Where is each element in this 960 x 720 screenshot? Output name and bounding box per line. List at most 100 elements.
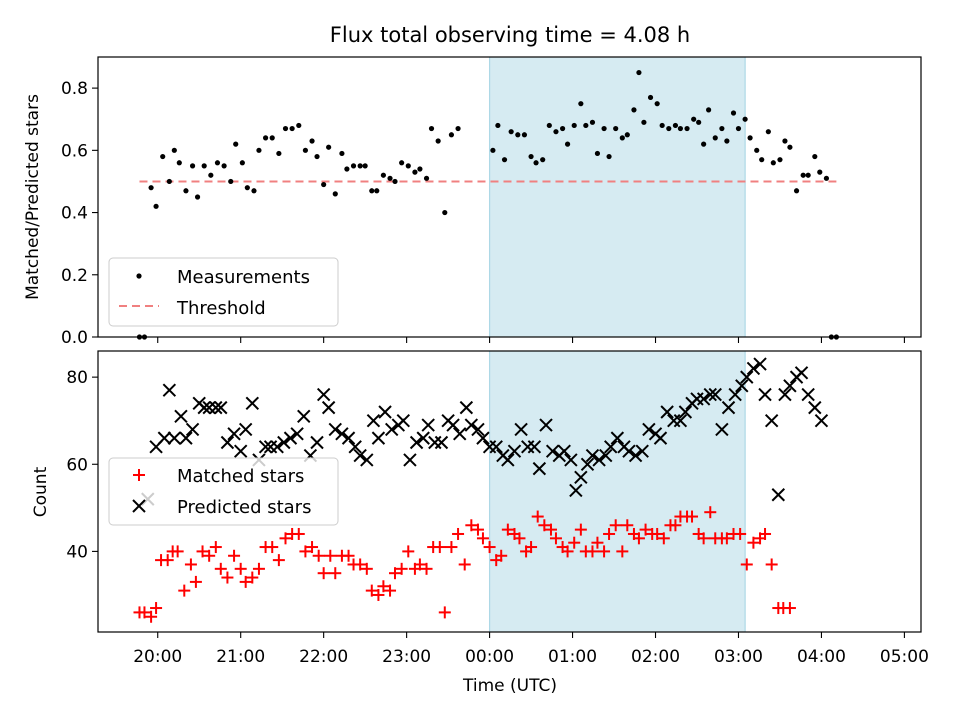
matched-star-point	[196, 545, 209, 558]
x-marker-stroke	[708, 387, 722, 402]
measurement-point	[515, 132, 521, 138]
predicted-star-point	[290, 427, 304, 441]
matched-star-point	[483, 541, 496, 554]
measurement-point	[765, 129, 771, 135]
x-marker-stroke	[610, 431, 625, 445]
matched-star-point	[171, 545, 184, 558]
x-marker-stroke	[532, 461, 547, 476]
x-marker-stroke	[599, 448, 613, 463]
matched-star-point	[783, 602, 796, 615]
predicted-star-point	[764, 413, 779, 428]
measurement-point	[208, 172, 214, 178]
measurement-point	[326, 144, 332, 150]
x-marker-stroke	[545, 444, 560, 458]
measurement-point	[428, 125, 435, 132]
measurement-point	[735, 125, 742, 132]
bottom-panel: 40 60 80 20:00 21:00 22:00 23:00 00:00 01:00 02:…	[31, 350, 929, 696]
predicted-star-point	[721, 400, 736, 415]
predicted-star-point	[209, 400, 223, 415]
measurement-point	[666, 125, 672, 132]
matched-star-point	[513, 532, 526, 545]
x-marker-stroke	[808, 400, 822, 415]
top-x-ticks	[157, 337, 905, 343]
matched-star-point	[531, 510, 544, 523]
predicted-star-point	[214, 400, 228, 415]
x-marker-stroke	[371, 431, 386, 445]
x-marker-stroke	[283, 431, 298, 445]
matched-star-point	[324, 549, 337, 562]
measurement-point	[276, 150, 282, 157]
matched-star-point	[329, 567, 342, 580]
top-panel: 0.00.20.40.60.8 Matched/Predicted stars …	[23, 56, 922, 348]
matched-star-point	[544, 523, 557, 536]
x-marker-stroke	[209, 400, 223, 415]
predicted-star-point	[610, 431, 625, 445]
measurement-point	[533, 160, 539, 166]
matched-star-point	[138, 606, 151, 619]
predicted-star-point	[635, 444, 649, 458]
measurement-point	[296, 122, 302, 129]
x-tick-label: 05:00	[880, 647, 929, 667]
predicted-star-point	[283, 431, 298, 445]
x-marker-stroke	[794, 366, 809, 380]
measurement-point	[730, 110, 737, 116]
legend-marker-measurements	[136, 273, 142, 279]
measurement-point	[357, 163, 363, 169]
matched-star-point	[360, 562, 373, 575]
matched-star-point	[525, 541, 538, 554]
matched-star-point	[501, 523, 514, 536]
matched-star-point	[252, 562, 265, 575]
x-marker-stroke	[167, 431, 182, 445]
matched-star-point	[279, 532, 292, 545]
x-marker-stroke	[258, 440, 273, 454]
predicted-star-point	[569, 483, 583, 498]
measurement-point	[594, 150, 601, 157]
measurement-point	[805, 172, 811, 178]
measurement-point	[793, 188, 800, 194]
bottom-axes-frame	[97, 350, 922, 633]
measurement-point	[442, 209, 448, 216]
predicted-star-point	[545, 444, 560, 458]
measurement-point	[221, 163, 227, 169]
measurement-point	[564, 141, 571, 147]
chart-title: Flux total observing time = 4.08 h	[330, 23, 690, 47]
matched-star-point	[452, 527, 465, 540]
matched-star-point	[203, 549, 216, 562]
matched-stars-series	[133, 506, 796, 623]
x-marker-stroke	[585, 448, 600, 463]
predicted-star-point	[673, 413, 688, 428]
predicted-star-point	[310, 435, 324, 450]
predicted-star-point	[574, 470, 588, 485]
measurement-point	[817, 169, 823, 175]
matched-star-point	[574, 523, 587, 536]
x-marker-stroke	[310, 435, 324, 450]
measurement-point	[405, 163, 411, 169]
measurement-point	[601, 125, 607, 132]
predicted-star-point	[532, 461, 547, 476]
x-marker-stroke	[197, 400, 211, 415]
matched-star-point	[471, 523, 484, 536]
bottom-legend-frame	[108, 457, 339, 526]
matched-star-point	[476, 532, 489, 545]
predicted-star-point	[501, 453, 515, 467]
observing-span-top	[488, 57, 746, 337]
x-marker-stroke	[316, 387, 331, 402]
x-marker-stroke	[421, 418, 435, 432]
x-marker-stroke	[162, 383, 177, 397]
matched-star-point	[342, 549, 355, 562]
measurement-point	[194, 194, 201, 200]
measurement-point	[559, 125, 566, 132]
matched-star-point	[234, 562, 247, 575]
y-tick-label: 40	[66, 542, 88, 562]
x-marker-stroke	[569, 483, 583, 498]
matched-star-point	[561, 545, 574, 558]
measurement-point	[417, 166, 423, 172]
predicted-star-point	[220, 435, 235, 450]
predicted-star-point	[396, 413, 411, 428]
predicted-star-point	[604, 440, 618, 454]
predicted-star-point	[708, 387, 722, 402]
predicted-star-point	[416, 431, 430, 445]
measurement-point	[153, 203, 159, 209]
matched-star-point	[178, 584, 191, 597]
matched-star-point	[312, 549, 325, 562]
